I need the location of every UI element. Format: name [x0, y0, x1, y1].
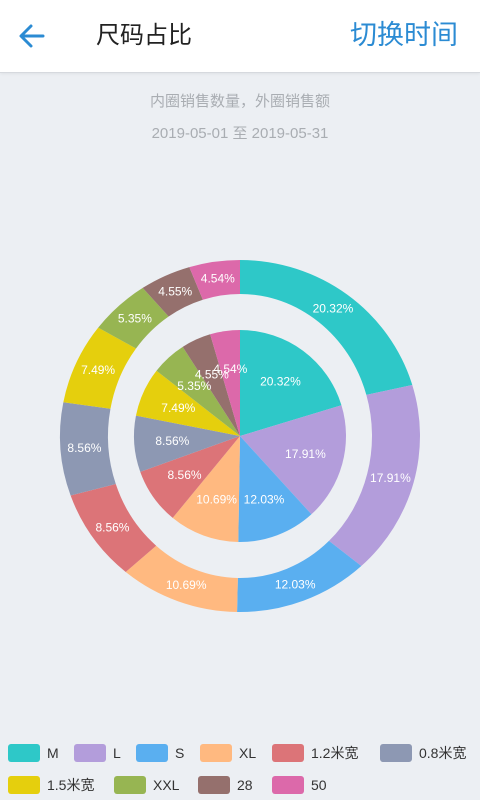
inner-data-label: 7.49% — [161, 401, 195, 415]
inner-slice-3[interactable] — [238, 436, 312, 542]
legend-label: 28 — [237, 777, 253, 793]
outer-data-label: 4.54% — [201, 272, 235, 286]
outer-slice-6[interactable] — [60, 402, 116, 496]
outer-data-label: 5.35% — [118, 311, 152, 325]
legend-swatch — [200, 744, 232, 762]
inner-data-label: 17.91% — [285, 447, 326, 461]
outer-data-label: 4.55% — [158, 284, 192, 298]
legend-swatch — [74, 744, 106, 762]
donut-chart: 20.32% 17.91% 12.03% 10.69% 8.56% 8.56% 7.49% 5… — [60, 260, 420, 612]
outer-data-label: 8.56% — [95, 521, 129, 535]
legend-label: XXL — [153, 777, 180, 793]
legend-swatch — [272, 776, 304, 794]
app-header: 尺码占比 切换时间 — [0, 0, 480, 73]
inner-data-label: 4.55% — [195, 367, 229, 381]
outer-slice-3[interactable] — [237, 540, 362, 612]
outer-data-label: 17.91% — [370, 471, 411, 485]
legend-swatch — [8, 776, 40, 794]
outer-data-label: 8.56% — [67, 441, 101, 455]
inner-data-label: 12.03% — [244, 492, 285, 506]
inner-slice-8[interactable] — [156, 346, 240, 436]
legend-label: L — [113, 745, 121, 761]
legend-item-xl[interactable]: XL — [200, 742, 256, 764]
legend-label: 1.5米宽 — [47, 777, 95, 793]
inner-ring — [134, 330, 346, 542]
legend-item-s[interactable]: S — [136, 742, 184, 764]
legend-swatch — [136, 744, 168, 762]
legend-swatch — [272, 744, 304, 762]
inner-slice-1[interactable] — [240, 330, 342, 436]
legend-item-l[interactable]: L — [74, 742, 121, 764]
outer-slice-2[interactable] — [328, 384, 420, 567]
inner-slice-5[interactable] — [140, 436, 240, 518]
outer-data-label: 12.03% — [275, 578, 316, 592]
date-range: 2019-05-01 至 2019-05-31 — [151, 125, 329, 142]
inner-slice-10[interactable] — [210, 330, 240, 436]
legend-item-50[interactable]: 50 — [272, 774, 327, 796]
legend-item-28[interactable]: 28 — [198, 774, 253, 796]
inner-data-label: 4.54% — [213, 362, 247, 376]
outer-slice-8[interactable] — [98, 287, 169, 349]
outer-slice-5[interactable] — [70, 484, 157, 572]
outer-data-label: 20.32% — [313, 301, 354, 315]
legend-item-m[interactable]: M — [8, 742, 59, 764]
legend-swatch — [198, 776, 230, 794]
outer-slice-1[interactable] — [240, 260, 413, 395]
inner-slice-2[interactable] — [240, 405, 346, 515]
legend-label: 1.2米宽 — [311, 745, 359, 761]
inner-data-label: 10.69% — [196, 493, 237, 507]
legend-label: XL — [239, 745, 257, 761]
page-title: 尺码占比 — [96, 22, 192, 49]
outer-slice-10[interactable] — [189, 260, 240, 300]
legend-item-1-5m[interactable]: 1.5米宽 — [8, 774, 94, 796]
outer-slice-7[interactable] — [63, 327, 137, 409]
legend-label: 0.8米宽 — [419, 745, 467, 761]
back-arrow-icon[interactable] — [14, 18, 50, 54]
outer-slice-9[interactable] — [142, 267, 203, 317]
legend-swatch — [8, 744, 40, 762]
switch-time-button[interactable]: 切换时间 — [350, 20, 458, 50]
inner-data-label: 8.56% — [155, 434, 189, 448]
outer-data-label: 10.69% — [166, 578, 207, 592]
inner-slice-4[interactable] — [172, 436, 240, 542]
inner-data-label: 8.56% — [168, 468, 202, 482]
legend-item-xxl[interactable]: XXL — [114, 774, 179, 796]
inner-slice-9[interactable] — [182, 334, 240, 436]
outer-slice-4[interactable] — [125, 545, 238, 612]
legend-swatch — [114, 776, 146, 794]
outer-ring — [60, 260, 420, 612]
inner-slice-7[interactable] — [135, 370, 240, 436]
inner-slice-6[interactable] — [134, 415, 240, 472]
legend-item-0-8m[interactable]: 0.8米宽 — [380, 742, 466, 764]
legend-label: M — [47, 745, 59, 761]
legend-swatch — [380, 744, 412, 762]
chart-subtitle: 内圈销售数量，外圈销售额 — [149, 93, 330, 110]
inner-data-label: 20.32% — [260, 375, 301, 389]
outer-data-label: 7.49% — [81, 363, 115, 377]
legend-item-1-2m[interactable]: 1.2米宽 — [272, 742, 358, 764]
legend-label: 50 — [311, 777, 327, 793]
inner-data-label: 5.35% — [177, 379, 211, 393]
legend-label: S — [175, 745, 185, 761]
